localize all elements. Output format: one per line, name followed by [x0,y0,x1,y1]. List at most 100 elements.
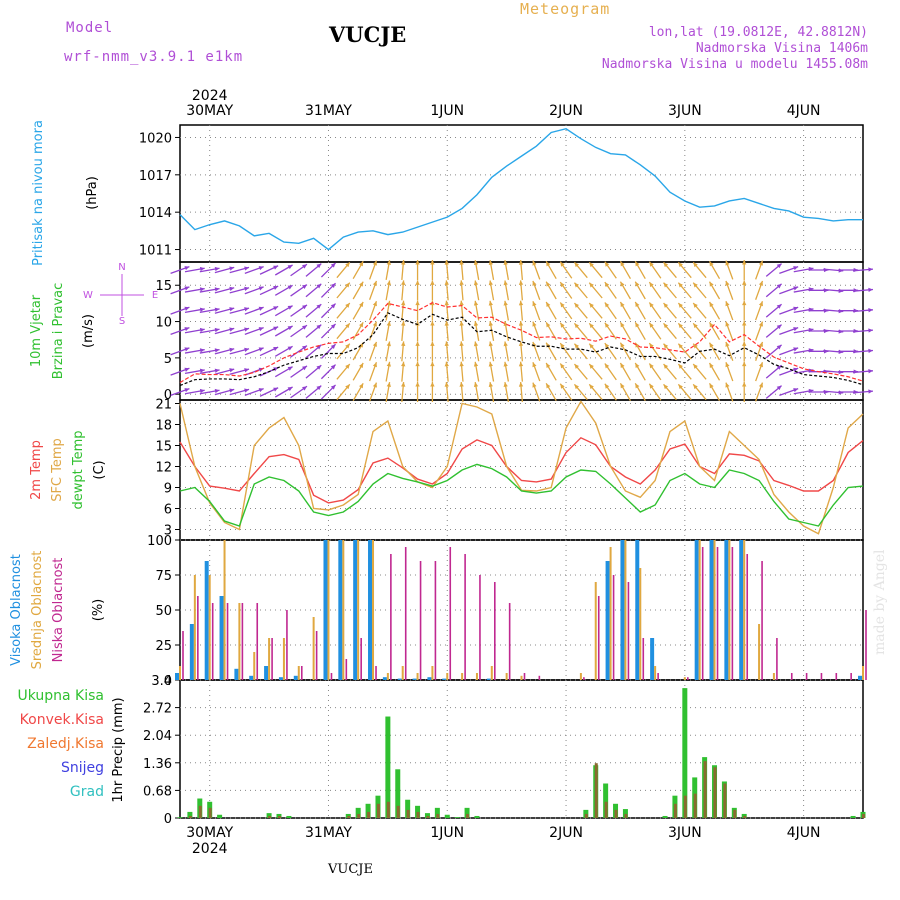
wind-arrow-head [386,260,391,265]
wind-arrow-head [758,301,763,307]
wind-arrow-head [214,307,220,312]
precip-bar-convective [367,811,371,818]
bottom-title: VUCJE [328,862,373,877]
cloud-bar [197,596,199,680]
lonlat-label: lon,lat (19.0812E, 42.8812N) [648,25,868,40]
wind-arrow-head [488,382,493,387]
wind-arrow-head [868,308,873,313]
wind-arrows [170,259,874,403]
cloud-bar [850,673,852,680]
ytick-label: 50 [155,604,172,619]
wind-arrow-head [430,361,435,367]
wind-arrow-head [199,388,205,394]
wind-arrow-head [635,342,640,348]
precip-bar-convective [733,809,737,818]
cloud-bar [253,652,256,680]
cloud-bar [241,603,244,680]
precip-bar-convective [466,813,470,818]
wind-arrow-head [302,365,307,371]
wind-arrow-head [503,341,508,347]
wind-arrow-head [488,260,493,265]
wind-arrow-head [693,262,698,268]
wind-arrow-head [184,266,190,271]
cloud-low-axis-title: Niska Oblacnost [51,558,66,663]
wind-arrow-head [401,321,406,326]
wind-arrow-head [793,327,799,332]
wind-arrow-head [359,261,364,267]
wind-arrow-head [473,280,479,286]
ytick-label: 25 [155,639,172,654]
cloud-bar [278,677,283,680]
cloud-bar [657,673,659,680]
wind-arrow-head [345,364,350,369]
cloud-bar [716,547,719,680]
wind-arrow-head [330,364,336,370]
wind-arrow-head [604,282,610,288]
wind-arrow-head [742,341,747,346]
precip-bar-convective [268,815,272,818]
cloud-bar [520,675,523,680]
wind-arrow-head [330,283,336,288]
wind-arrow-head [386,382,391,387]
ytick-label: 1.36 [143,757,172,772]
wind-arrow-head [372,260,377,266]
wind-arrow-head [473,300,479,306]
wind-speed-line [179,312,864,387]
cloud-bar [446,673,449,680]
wind-arrow-head [620,342,625,348]
wind-arrow-head [725,362,730,368]
wind-arrow-head [620,363,625,368]
wind-arrow-head [776,385,782,391]
wind-arrow-head [678,303,683,308]
precip-bar-convective [277,815,281,818]
precip-bar-total [395,769,401,818]
bottom-day-label: 3JUN [668,825,702,841]
wind-arrow-head [214,368,220,373]
wind-arrow-head [273,347,279,351]
precip-bar-convective [347,815,351,818]
wind-arrow-head [518,361,524,367]
wind-arrow-head [709,261,714,267]
wind-arrow-head [589,343,594,349]
wind-arrow-head [776,324,782,330]
ytick-label: 9 [164,482,172,497]
ytick-label: 3.4 [151,674,172,689]
cloud-bar [579,673,582,680]
ytick-label: 0 [164,812,172,827]
wind-arrow-head [518,341,524,347]
wind-arrow-head [430,382,435,387]
wind-arrow-head [776,304,782,309]
wind-arrow-head [560,302,565,308]
wind-arrow-head [244,388,250,393]
cloud-bar [386,673,389,680]
wind-arrow-head [574,262,580,268]
wind-arrow-head [546,302,551,307]
wind-arrow-head [649,363,654,369]
wind-arrow-head [302,386,307,391]
wind-arrow-head [287,366,293,371]
wind-arrow-head [678,323,683,329]
cloud-bar [271,638,273,680]
wind-arrow-head [459,382,464,387]
wind-arrow-head [345,323,350,329]
wind-arrow-head [663,343,669,349]
precip-bar-convective [862,813,865,818]
wind-arrow-head [589,282,594,288]
wind-arrow-head [649,302,654,308]
wind-axis-subtitle: Brzina i Pravac [51,283,66,380]
wind-arrow-head [663,303,669,308]
wind-arrow-head [488,300,493,306]
wind-arrow-head [330,262,336,268]
precip-bar-total [286,815,292,818]
cloud-bar [820,673,823,680]
cloud-bar [790,673,793,680]
cloud-bar [449,547,452,680]
wind-arrow-head [330,303,336,309]
wind-arrow-head [459,260,464,265]
cloud-bar [620,540,625,680]
precip-bar-convective [386,801,390,818]
cloud-bar [312,617,315,680]
wind-arrow-head [758,280,763,286]
wind-arrow-head [678,343,683,349]
wind-arrow-head [793,306,799,311]
